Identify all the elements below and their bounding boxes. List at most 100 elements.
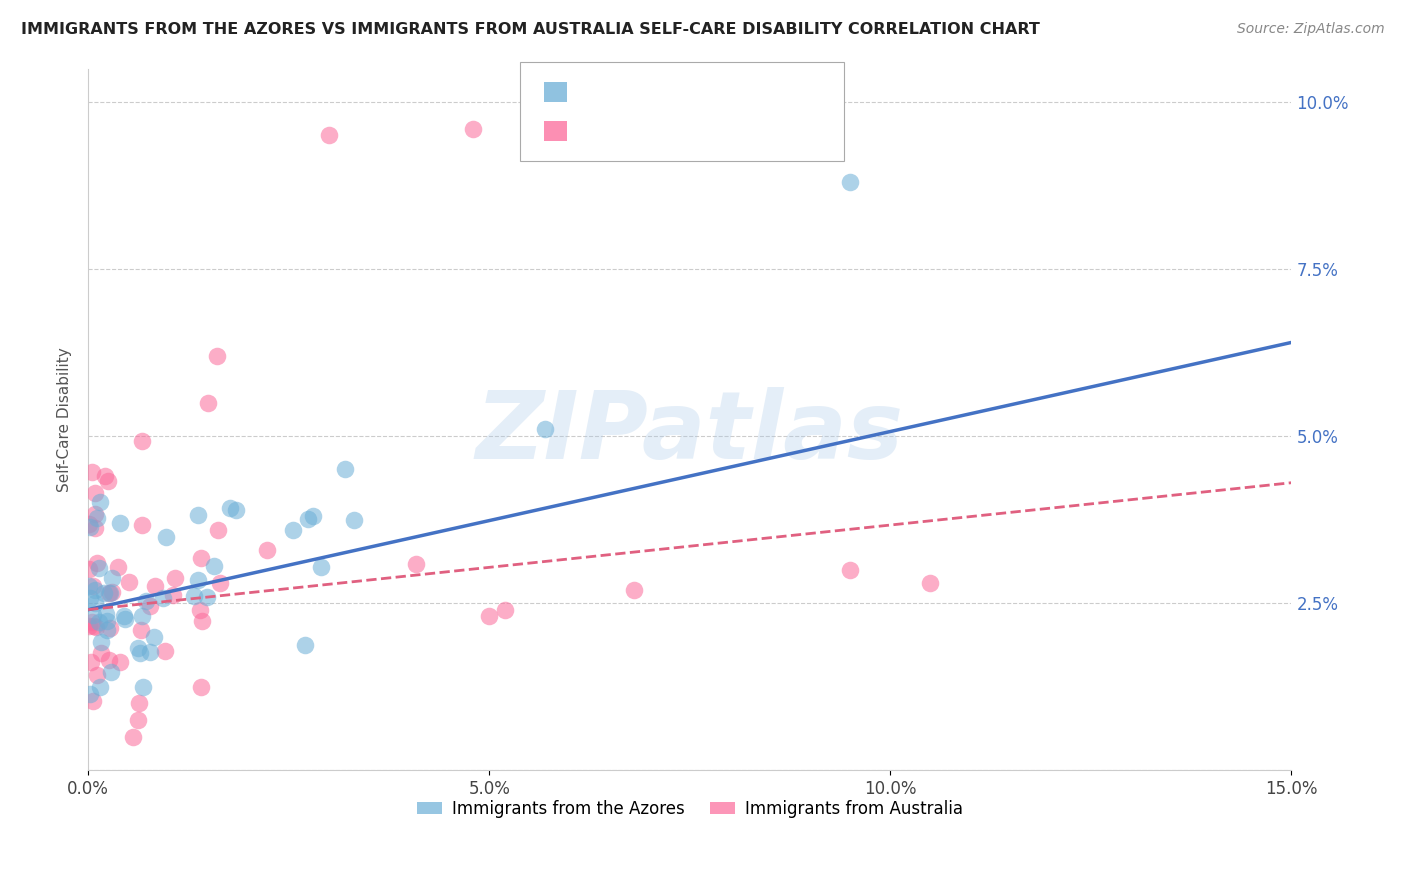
Immigrants from Australia — [80, 655, 103, 669]
Immigrants from the Azores — [132, 680, 155, 694]
Immigrants from the Azores — [301, 509, 323, 524]
Immigrants from Australia — [86, 668, 108, 682]
Immigrants from the Azores — [294, 638, 316, 652]
Immigrants from Australia — [197, 395, 219, 409]
Immigrants from Australia — [318, 128, 340, 143]
Immigrants from the Azores — [79, 591, 101, 606]
Immigrants from Australia — [190, 680, 212, 694]
Text: R =: R = — [575, 85, 610, 99]
Immigrants from the Azores — [131, 608, 153, 623]
Immigrants from Australia — [108, 655, 131, 669]
Immigrants from Australia — [82, 579, 104, 593]
Immigrants from the Azores — [79, 519, 101, 533]
Immigrants from the Azores — [297, 512, 319, 526]
Immigrants from the Azores — [333, 462, 356, 476]
Immigrants from the Azores — [100, 665, 122, 679]
Y-axis label: Self-Care Disability: Self-Care Disability — [58, 347, 72, 491]
Text: 48: 48 — [734, 85, 756, 99]
Immigrants from the Azores — [135, 594, 157, 608]
Immigrants from Australia — [90, 646, 112, 660]
Immigrants from the Azores — [534, 422, 557, 436]
Immigrants from the Azores — [98, 586, 121, 600]
Immigrants from Australia — [127, 714, 149, 728]
Immigrants from the Azores — [139, 645, 162, 659]
Immigrants from the Azores — [94, 607, 117, 622]
Immigrants from the Azores — [83, 583, 105, 598]
Immigrants from Australia — [839, 563, 862, 577]
Immigrants from Australia — [101, 585, 124, 599]
Text: N =: N = — [685, 85, 721, 99]
Immigrants from Australia — [191, 614, 214, 628]
Immigrants from the Azores — [96, 614, 118, 628]
Immigrants from the Azores — [309, 560, 332, 574]
Immigrants from the Azores — [96, 623, 118, 637]
Immigrants from Australia — [478, 609, 501, 624]
Text: IMMIGRANTS FROM THE AZORES VS IMMIGRANTS FROM AUSTRALIA SELF-CARE DISABILITY COR: IMMIGRANTS FROM THE AZORES VS IMMIGRANTS… — [21, 22, 1040, 37]
Immigrants from Australia — [97, 474, 120, 488]
Immigrants from Australia — [84, 620, 107, 634]
Immigrants from Australia — [83, 619, 105, 633]
Immigrants from Australia — [86, 556, 108, 570]
Text: Source: ZipAtlas.com: Source: ZipAtlas.com — [1237, 22, 1385, 37]
Immigrants from the Azores — [155, 530, 177, 544]
Immigrants from the Azores — [87, 561, 110, 575]
Text: N =: N = — [685, 124, 721, 138]
Legend: Immigrants from the Azores, Immigrants from Australia: Immigrants from the Azores, Immigrants f… — [411, 794, 969, 825]
Immigrants from Australia — [128, 696, 150, 710]
Immigrants from Australia — [188, 603, 211, 617]
Immigrants from the Azores — [89, 680, 111, 694]
Text: 0.186: 0.186 — [623, 124, 673, 138]
Immigrants from the Azores — [183, 589, 205, 603]
Immigrants from Australia — [131, 517, 153, 532]
Immigrants from Australia — [121, 730, 143, 744]
Immigrants from Australia — [207, 523, 229, 537]
Immigrants from the Azores — [77, 579, 100, 593]
Immigrants from Australia — [155, 643, 177, 657]
Immigrants from the Azores — [127, 640, 149, 655]
Immigrants from the Azores — [195, 590, 218, 604]
Immigrants from the Azores — [108, 516, 131, 531]
Text: ZIPatlas: ZIPatlas — [475, 387, 904, 479]
Immigrants from Australia — [163, 571, 186, 585]
Immigrants from Australia — [256, 543, 278, 558]
Immigrants from Australia — [94, 468, 117, 483]
Immigrants from Australia — [129, 623, 152, 637]
Immigrants from the Azores — [86, 511, 108, 525]
Immigrants from Australia — [143, 579, 166, 593]
Immigrants from the Azores — [93, 586, 115, 600]
Immigrants from Australia — [190, 550, 212, 565]
Immigrants from Australia — [97, 653, 120, 667]
Immigrants from the Azores — [219, 500, 242, 515]
Immigrants from the Azores — [114, 612, 136, 626]
Immigrants from the Azores — [90, 635, 112, 649]
Immigrants from Australia — [118, 574, 141, 589]
Immigrants from the Azores — [202, 559, 225, 574]
Immigrants from Australia — [98, 621, 121, 635]
Immigrants from the Azores — [87, 615, 110, 629]
Immigrants from the Azores — [225, 502, 247, 516]
Immigrants from Australia — [82, 693, 104, 707]
Immigrants from the Azores — [84, 596, 107, 610]
Immigrants from the Azores — [143, 630, 166, 644]
Immigrants from Australia — [107, 560, 129, 574]
Immigrants from Australia — [920, 576, 942, 591]
Immigrants from the Azores — [839, 175, 862, 189]
Immigrants from Australia — [208, 575, 231, 590]
Immigrants from the Azores — [112, 608, 135, 623]
Immigrants from Australia — [131, 434, 153, 448]
Immigrants from the Azores — [281, 523, 304, 537]
Immigrants from the Azores — [152, 591, 174, 605]
Text: 53: 53 — [734, 124, 756, 138]
Immigrants from Australia — [77, 516, 100, 531]
Immigrants from the Azores — [79, 687, 101, 701]
Immigrants from Australia — [463, 121, 485, 136]
Text: 0.579: 0.579 — [623, 85, 673, 99]
Immigrants from the Azores — [187, 508, 209, 523]
Immigrants from Australia — [84, 507, 107, 521]
Immigrants from the Azores — [187, 573, 209, 587]
Immigrants from the Azores — [128, 646, 150, 660]
Immigrants from Australia — [98, 586, 121, 600]
Immigrants from the Azores — [89, 495, 111, 509]
Immigrants from Australia — [494, 602, 516, 616]
Immigrants from Australia — [79, 562, 101, 576]
